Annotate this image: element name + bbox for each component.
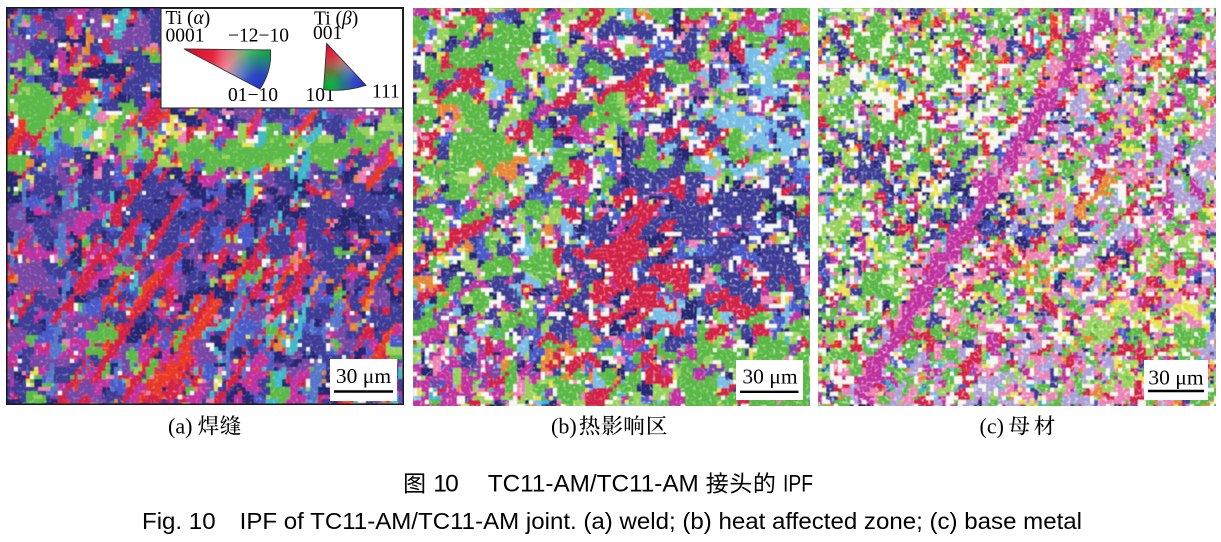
svg-text:001: 001 bbox=[313, 23, 342, 44]
svg-text:IPF: IPF bbox=[783, 471, 813, 498]
svg-text:0001: 0001 bbox=[166, 26, 205, 47]
svg-text:Fig. 10 IPF of TC11-AM/TC11-AM: Fig. 10 IPF of TC11-AM/TC11-AM joint. (a… bbox=[142, 508, 1082, 534]
svg-text:10: 10 bbox=[433, 471, 459, 498]
svg-text:−12−10: −12−10 bbox=[228, 26, 289, 47]
svg-text:01−10: 01−10 bbox=[228, 85, 278, 106]
svg-text:Ti (β): Ti (β) bbox=[314, 9, 358, 30]
svg-text:30 μm: 30 μm bbox=[742, 365, 797, 389]
svg-text:TC11-AM/TC11-AM: TC11-AM/TC11-AM bbox=[488, 471, 699, 498]
svg-text:(a): (a) bbox=[168, 414, 192, 439]
svg-text:Ti (α): Ti (α) bbox=[166, 8, 211, 29]
svg-text:(b): (b) bbox=[551, 414, 577, 439]
svg-text:30 μm: 30 μm bbox=[1148, 366, 1203, 390]
svg-text:(c): (c) bbox=[980, 414, 1004, 439]
svg-text:30 μm: 30 μm bbox=[336, 364, 391, 388]
svg-text:111: 111 bbox=[372, 82, 400, 103]
